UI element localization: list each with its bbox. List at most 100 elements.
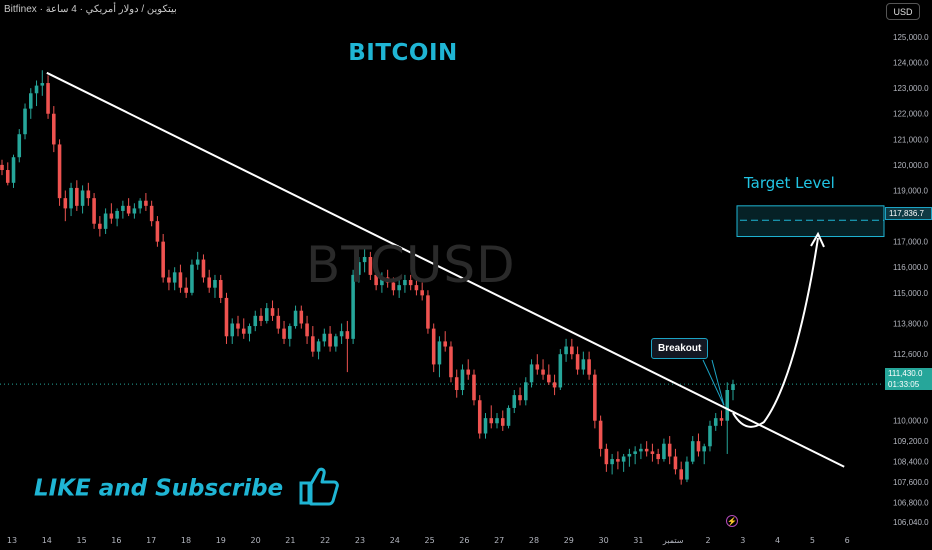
candle (17, 129, 22, 163)
y-tick-label: 106,040.0 (893, 518, 929, 527)
candle (40, 70, 45, 96)
y-tick-label: 122,000.0 (893, 110, 929, 119)
candle (305, 315, 309, 344)
candle (322, 328, 327, 347)
y-tick-label: 108,400.0 (893, 458, 929, 467)
x-tick-label: 25 (425, 536, 435, 545)
x-tick-label: 20 (251, 536, 261, 545)
y-tick-label: 123,000.0 (893, 84, 929, 93)
candle (558, 349, 563, 391)
candle (466, 359, 471, 380)
candle (144, 193, 148, 211)
candle (224, 292, 229, 344)
candle (109, 203, 114, 224)
candle (454, 369, 459, 398)
candle (121, 200, 125, 219)
candle (155, 216, 160, 247)
arrow-head (810, 231, 825, 248)
candle (725, 382, 730, 454)
candle (644, 441, 649, 457)
y-tick-label: 115,000.0 (893, 289, 929, 298)
candle (149, 200, 154, 227)
y-tick-label: 119,000.0 (893, 186, 929, 195)
x-tick-label: 17 (146, 536, 156, 545)
candle (264, 303, 269, 324)
candle (368, 251, 373, 281)
candle (167, 269, 171, 291)
candle (293, 305, 298, 329)
candle (547, 364, 551, 385)
candle (92, 193, 96, 229)
candle (495, 413, 499, 429)
target-zone[interactable] (736, 205, 885, 238)
candle (713, 413, 718, 431)
candle (115, 208, 119, 227)
candle (374, 267, 378, 291)
candle (449, 341, 453, 383)
candle (213, 274, 217, 298)
candle (575, 346, 580, 375)
candle (570, 338, 574, 360)
candle (5, 162, 10, 186)
candle (63, 190, 68, 222)
candle (380, 272, 384, 293)
candle (679, 461, 683, 485)
candle (472, 369, 476, 406)
candle (403, 274, 407, 293)
x-tick-label: ستمبر (662, 536, 684, 545)
candle (46, 75, 50, 119)
candle (259, 308, 263, 327)
candle (690, 436, 695, 465)
candle (696, 433, 701, 457)
x-tick-label: 16 (111, 536, 121, 545)
candle (247, 323, 252, 342)
x-tick-label: 24 (390, 536, 400, 545)
candle (650, 443, 655, 462)
y-tick-label: 110,000.0 (893, 417, 929, 426)
x-tick-label: 4 (775, 536, 780, 545)
candle (270, 300, 275, 321)
candle (610, 453, 614, 475)
candle (426, 290, 430, 334)
x-tick-label: 22 (320, 536, 330, 545)
candle (512, 390, 517, 414)
y-tick-label: 121,000.0 (893, 135, 929, 144)
x-tick-label: 14 (42, 536, 52, 545)
candle (460, 364, 465, 396)
candle (11, 154, 16, 188)
y-tick-label: 113,800.0 (893, 319, 929, 328)
candle (184, 277, 188, 298)
candle (282, 320, 286, 344)
x-tick-label: 18 (181, 536, 191, 545)
y-tick-label: 117,000.0 (893, 238, 929, 247)
symbol-watermark: BTCUSD (306, 236, 516, 294)
candle (667, 436, 672, 465)
candle (731, 379, 735, 401)
candle (161, 233, 165, 283)
chart-title: BITCOIN (348, 40, 458, 66)
y-tick-label: 125,000.0 (893, 33, 929, 42)
candle (98, 216, 102, 237)
candle (593, 369, 597, 429)
candle (138, 198, 142, 214)
currency-button[interactable]: USD (886, 3, 920, 20)
symbol-info: Bitfinex · بيتكوين / دولار أمريكي · 4 سا… (4, 4, 177, 15)
trendline[interactable] (46, 71, 845, 468)
candle (351, 269, 355, 344)
y-tick-label: 120,000.0 (893, 161, 929, 170)
candle (437, 336, 442, 378)
like-subscribe-label: LIKE and Subscribe (34, 475, 284, 502)
lightning-icon[interactable]: ⚡ (726, 515, 738, 527)
candle (385, 269, 390, 288)
y-tick-label: 116,000.0 (893, 263, 929, 272)
candle (126, 198, 131, 217)
candle (311, 326, 315, 357)
candle (345, 320, 350, 373)
candle (529, 359, 534, 388)
candle (334, 333, 338, 352)
candle (103, 208, 108, 234)
x-tick-label: 31 (633, 536, 643, 545)
y-tick-label: 107,600.0 (893, 478, 929, 487)
x-tick-label: 29 (564, 536, 574, 545)
